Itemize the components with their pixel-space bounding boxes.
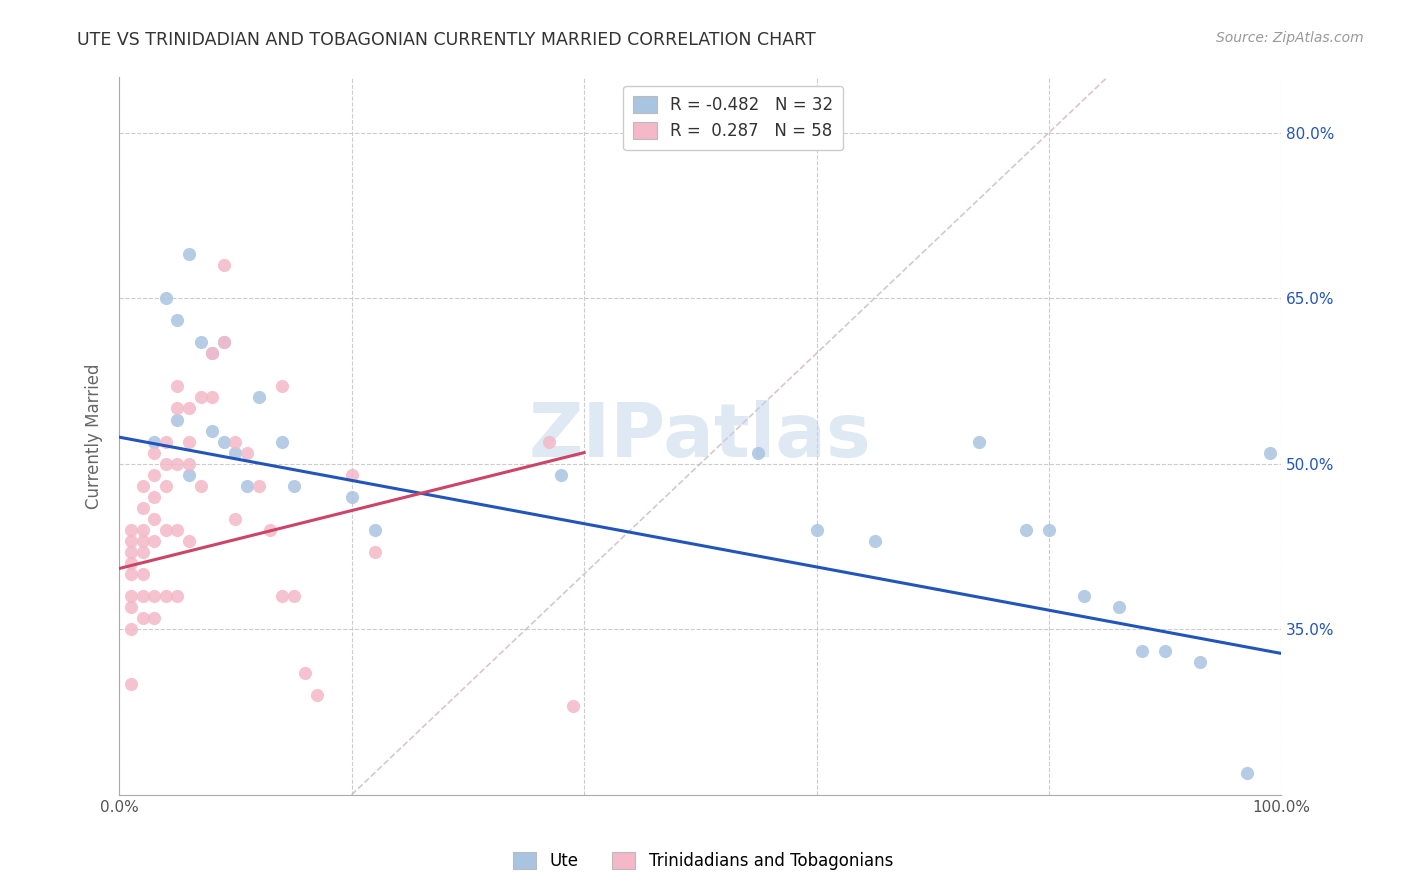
- Point: [283, 479, 305, 493]
- Point: [212, 258, 235, 272]
- Point: [177, 457, 200, 471]
- Point: [120, 545, 142, 559]
- Point: [166, 523, 188, 537]
- Point: [294, 666, 316, 681]
- Point: [190, 479, 212, 493]
- Point: [1130, 644, 1153, 658]
- Point: [120, 523, 142, 537]
- Point: [212, 434, 235, 449]
- Point: [271, 589, 294, 603]
- Y-axis label: Currently Married: Currently Married: [86, 363, 103, 508]
- Point: [177, 247, 200, 261]
- Legend: R = -0.482   N = 32, R =  0.287   N = 58: R = -0.482 N = 32, R = 0.287 N = 58: [623, 86, 844, 151]
- Point: [747, 445, 769, 459]
- Point: [143, 611, 166, 625]
- Point: [166, 457, 188, 471]
- Point: [1038, 523, 1060, 537]
- Point: [201, 424, 224, 438]
- Point: [247, 391, 270, 405]
- Point: [212, 335, 235, 350]
- Point: [1258, 445, 1281, 459]
- Point: [166, 379, 188, 393]
- Point: [1236, 765, 1258, 780]
- Point: [131, 533, 153, 548]
- Point: [143, 533, 166, 548]
- Point: [1108, 600, 1130, 615]
- Point: [143, 445, 166, 459]
- Point: [143, 467, 166, 482]
- Point: [155, 523, 177, 537]
- Point: [271, 434, 294, 449]
- Point: [271, 379, 294, 393]
- Point: [131, 500, 153, 515]
- Point: [190, 391, 212, 405]
- Point: [177, 533, 200, 548]
- Point: [166, 589, 188, 603]
- Point: [131, 567, 153, 582]
- Point: [863, 533, 886, 548]
- Point: [120, 589, 142, 603]
- Text: ZIPatlas: ZIPatlas: [529, 400, 872, 473]
- Point: [143, 512, 166, 526]
- Point: [120, 677, 142, 691]
- Point: [131, 479, 153, 493]
- Point: [201, 391, 224, 405]
- Point: [143, 589, 166, 603]
- Point: [131, 523, 153, 537]
- Point: [236, 445, 259, 459]
- Point: [305, 689, 328, 703]
- Point: [131, 589, 153, 603]
- Text: Source: ZipAtlas.com: Source: ZipAtlas.com: [1216, 31, 1364, 45]
- Point: [224, 434, 246, 449]
- Point: [155, 434, 177, 449]
- Point: [538, 434, 561, 449]
- Point: [364, 523, 387, 537]
- Point: [155, 291, 177, 305]
- Point: [190, 335, 212, 350]
- Point: [120, 533, 142, 548]
- Point: [224, 445, 246, 459]
- Point: [131, 611, 153, 625]
- Text: UTE VS TRINIDADIAN AND TOBAGONIAN CURRENTLY MARRIED CORRELATION CHART: UTE VS TRINIDADIAN AND TOBAGONIAN CURREN…: [77, 31, 815, 49]
- Point: [177, 401, 200, 416]
- Point: [1189, 655, 1212, 669]
- Point: [806, 523, 828, 537]
- Point: [120, 556, 142, 570]
- Point: [155, 479, 177, 493]
- Point: [166, 401, 188, 416]
- Point: [177, 434, 200, 449]
- Point: [561, 699, 583, 714]
- Point: [143, 490, 166, 504]
- Point: [143, 434, 166, 449]
- Point: [1073, 589, 1095, 603]
- Point: [212, 335, 235, 350]
- Point: [340, 467, 363, 482]
- Point: [283, 589, 305, 603]
- Point: [120, 622, 142, 636]
- Point: [364, 545, 387, 559]
- Point: [967, 434, 990, 449]
- Point: [247, 479, 270, 493]
- Point: [1154, 644, 1177, 658]
- Point: [120, 600, 142, 615]
- Point: [201, 346, 224, 360]
- Point: [550, 467, 572, 482]
- Point: [236, 479, 259, 493]
- Point: [166, 412, 188, 426]
- Point: [155, 457, 177, 471]
- Point: [1015, 523, 1038, 537]
- Point: [340, 490, 363, 504]
- Point: [131, 545, 153, 559]
- Point: [224, 512, 246, 526]
- Point: [177, 467, 200, 482]
- Point: [259, 523, 281, 537]
- Legend: Ute, Trinidadians and Tobagonians: Ute, Trinidadians and Tobagonians: [506, 845, 900, 877]
- Point: [120, 567, 142, 582]
- Point: [166, 313, 188, 327]
- Point: [201, 346, 224, 360]
- Point: [155, 589, 177, 603]
